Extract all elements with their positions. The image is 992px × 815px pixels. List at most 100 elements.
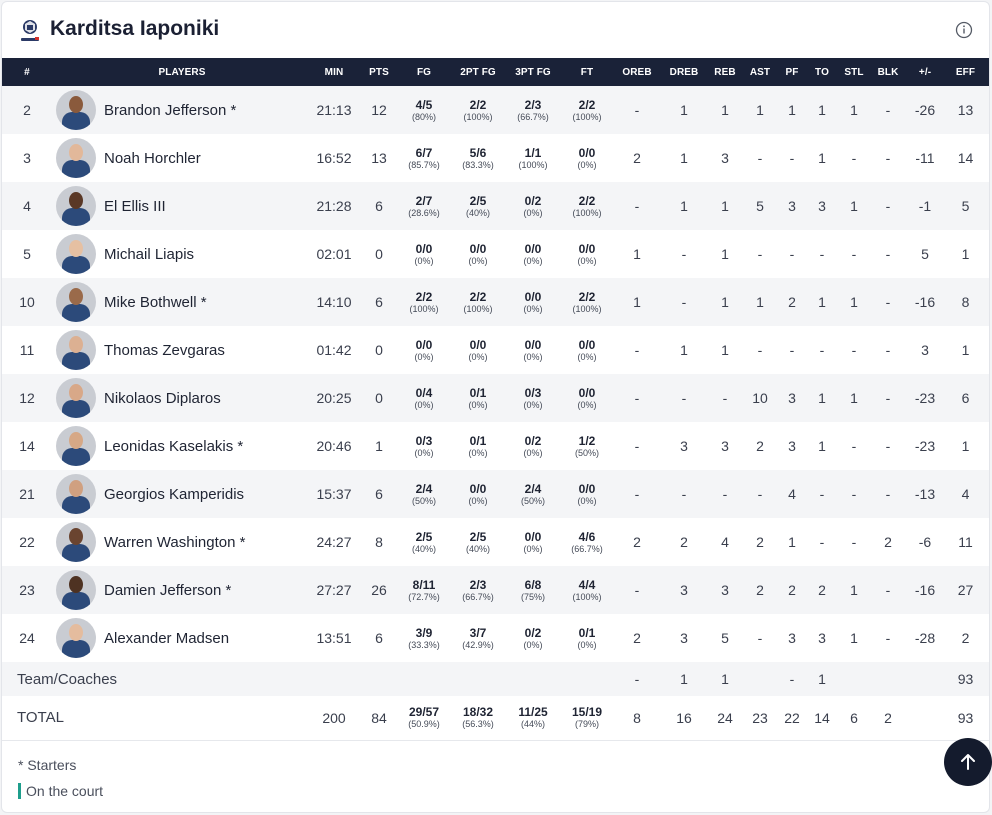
stat-oreb: - (634, 582, 640, 598)
avatar-head (69, 432, 83, 449)
player-name-link[interactable]: Warren Washington * (104, 533, 246, 551)
stat-fg-made: 8/11 (412, 577, 436, 592)
stat-blk: 2 (884, 534, 892, 550)
stat-oreb: - (634, 486, 640, 502)
player-avatar[interactable] (56, 186, 96, 226)
stat-min: 21:28 (316, 198, 352, 214)
stat-to: 1 (818, 390, 826, 406)
stat-fg-made: 2/5 (415, 529, 433, 544)
stat-fg-made: 2/2 (415, 289, 433, 304)
player-avatar[interactable] (56, 426, 96, 466)
player-name-link[interactable]: Georgios Kamperidis (104, 485, 245, 503)
stat-reb: 5 (721, 630, 729, 646)
stat-reb: 1 (721, 294, 729, 310)
avatar-head (69, 240, 83, 257)
stat-pts: 0 (375, 246, 383, 262)
stat-pm: -26 (914, 102, 936, 118)
player-avatar[interactable] (56, 138, 96, 178)
stat-fg: 2/5 (40%) (402, 518, 446, 566)
info-icon[interactable] (955, 21, 973, 39)
scroll-to-top-button[interactable] (944, 738, 992, 786)
total-ft-pct: (79%) (574, 719, 599, 730)
stat-fg2-pct: (83.3%) (462, 159, 494, 170)
stat-ft: 1/2 (50%) (556, 422, 618, 470)
stat-reb: 3 (721, 438, 729, 454)
stat-oreb: - (634, 198, 640, 214)
stat-fg-made: 0/3 (415, 433, 433, 448)
stat-blk: - (885, 294, 891, 310)
stat-fg2-pct: (40%) (465, 207, 490, 218)
stat-ast: - (757, 246, 763, 262)
total-pm (910, 696, 940, 740)
stat-stl: 1 (850, 630, 858, 646)
stat-min: 14:10 (316, 294, 352, 310)
player-name-link[interactable]: Brandon Jefferson * (104, 101, 237, 119)
stat-ft-pct: (0%) (577, 495, 597, 506)
stat-ft: 4/6 (66.7%) (556, 518, 618, 566)
stat-fg2-pct: (66.7%) (462, 591, 494, 602)
player-name-link[interactable]: Leonidas Kaselakis * (104, 437, 244, 455)
player-avatar[interactable] (56, 474, 96, 514)
stat-eff: 11 (958, 534, 973, 550)
legend: * Starters On the court (18, 757, 103, 799)
stat-pts: 0 (375, 342, 383, 358)
player-name-link[interactable]: Thomas Zevgaras (104, 341, 225, 359)
stat-fg3: 0/2 (0%) (510, 422, 556, 470)
player-cell: Alexander Madsen (52, 614, 312, 662)
stat-fg3: 6/8 (75%) (510, 566, 556, 614)
stat-reb: 1 (721, 102, 729, 118)
player-avatar[interactable] (56, 522, 96, 562)
table-row: 4 El Ellis III 21:28 6 2/7 (28.6%) 2/5 (40%) 0/2… (2, 182, 989, 230)
table-row: 12 Nikolaos Diplaros 20:25 0 0/4 (0%) 0/1 (0%) 0… (2, 374, 989, 422)
stat-fg-made: 0/0 (415, 337, 433, 352)
stat-min: 15:37 (316, 486, 352, 502)
player-avatar[interactable] (56, 90, 96, 130)
player-name-link[interactable]: Nikolaos Diplaros (104, 389, 221, 407)
stat-fg3-made: 0/0 (524, 241, 542, 256)
stat-stl: 1 (850, 198, 858, 214)
col-dreb-header: DREB (669, 66, 699, 78)
stat-reb: - (722, 486, 728, 502)
stat-ft-made: 2/2 (578, 97, 596, 112)
stat-fg2: 2/5 (40%) (446, 518, 510, 566)
player-avatar[interactable] (56, 234, 96, 274)
stat-stl: - (851, 150, 857, 166)
total-to: 14 (814, 709, 830, 726)
stat-fg3: 0/0 (0%) (510, 278, 556, 326)
stat-ft-pct: (100%) (572, 303, 602, 314)
total-pf: 22 (784, 709, 800, 726)
player-avatar[interactable] (56, 330, 96, 370)
stat-ft-made: 1/2 (578, 433, 596, 448)
total-blk: 2 (884, 709, 892, 726)
player-name-link[interactable]: Michail Liapis (104, 245, 195, 263)
player-name-link[interactable]: Noah Horchler (104, 149, 201, 167)
stat-ast: - (757, 342, 763, 358)
stat-oreb: 2 (633, 630, 641, 646)
stat-fg: 8/11 (72.7%) (402, 566, 446, 614)
player-number: 11 (19, 342, 35, 358)
player-avatar[interactable] (56, 618, 96, 658)
stat-stl: 1 (850, 582, 858, 598)
avatar-jersey (62, 304, 90, 322)
player-name-link[interactable]: Mike Bothwell * (104, 293, 207, 311)
player-name-link[interactable]: Alexander Madsen (104, 629, 230, 647)
stat-ft-pct: (100%) (572, 207, 602, 218)
col-fg3-header: 3PT FG (515, 66, 551, 78)
player-avatar[interactable] (56, 282, 96, 322)
player-avatar[interactable] (56, 570, 96, 610)
player-avatar[interactable] (56, 378, 96, 418)
stat-pts: 6 (375, 486, 383, 502)
player-name-link[interactable]: Damien Jefferson * (104, 581, 232, 599)
stat-fg3-pct: (0%) (523, 447, 543, 458)
stat-reb: 3 (721, 582, 729, 598)
stat-fg: 0/0 (0%) (402, 326, 446, 374)
stat-reb: - (722, 390, 728, 406)
stat-pm: -28 (914, 630, 936, 646)
stat-fg: 6/7 (85.7%) (402, 134, 446, 182)
stat-ft: 0/0 (0%) (556, 374, 618, 422)
stat-fg3-pct: (100%) (518, 159, 548, 170)
stat-oreb: - (634, 390, 640, 406)
team-header: Karditsa Iaponiki (2, 2, 989, 58)
stat-ft-pct: (0%) (577, 639, 597, 650)
player-name-link[interactable]: El Ellis III (104, 197, 166, 215)
